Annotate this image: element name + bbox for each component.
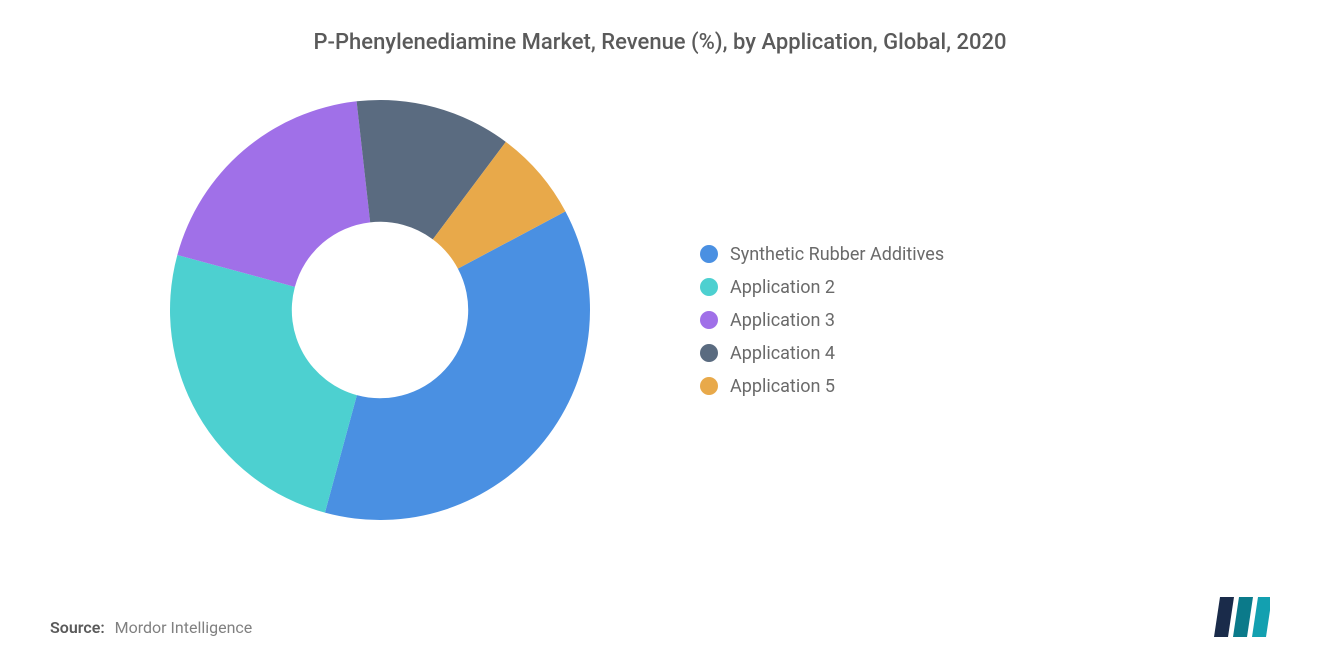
legend-label: Application 2	[730, 277, 835, 298]
legend-bullet-icon	[700, 311, 718, 329]
legend-item: Application 4	[700, 343, 944, 364]
donut-slice	[177, 101, 370, 287]
source-label: Source:	[50, 618, 105, 637]
source-attribution: Source: Mordor Intelligence	[50, 618, 252, 637]
legend-item: Application 3	[700, 310, 944, 331]
legend-item: Application 2	[700, 277, 944, 298]
legend-label: Application 5	[730, 376, 835, 397]
footer: Source: Mordor Intelligence	[50, 597, 1270, 637]
legend-item: Synthetic Rubber Additives	[700, 244, 944, 265]
source-text: Mordor Intelligence	[115, 618, 253, 637]
legend-bullet-icon	[700, 344, 718, 362]
legend: Synthetic Rubber Additives Application 2 A…	[700, 224, 944, 397]
logo-bar	[1233, 597, 1253, 637]
legend-bullet-icon	[700, 278, 718, 296]
legend-label: Synthetic Rubber Additives	[730, 244, 944, 265]
logo-bar	[1214, 597, 1234, 637]
legend-item: Application 5	[700, 376, 944, 397]
chart-area: Synthetic Rubber Additives Application 2 A…	[50, 90, 1270, 530]
chart-title: P-Phenylenediamine Market, Revenue (%), …	[50, 30, 1270, 55]
legend-label: Application 4	[730, 343, 835, 364]
legend-bullet-icon	[700, 377, 718, 395]
legend-bullet-icon	[700, 245, 718, 263]
donut-slice	[170, 255, 357, 513]
legend-label: Application 3	[730, 310, 835, 331]
logo-bar	[1252, 597, 1270, 637]
chart-container: P-Phenylenediamine Market, Revenue (%), …	[0, 0, 1320, 665]
donut-chart	[160, 90, 600, 530]
mordor-logo-icon	[1214, 597, 1270, 637]
